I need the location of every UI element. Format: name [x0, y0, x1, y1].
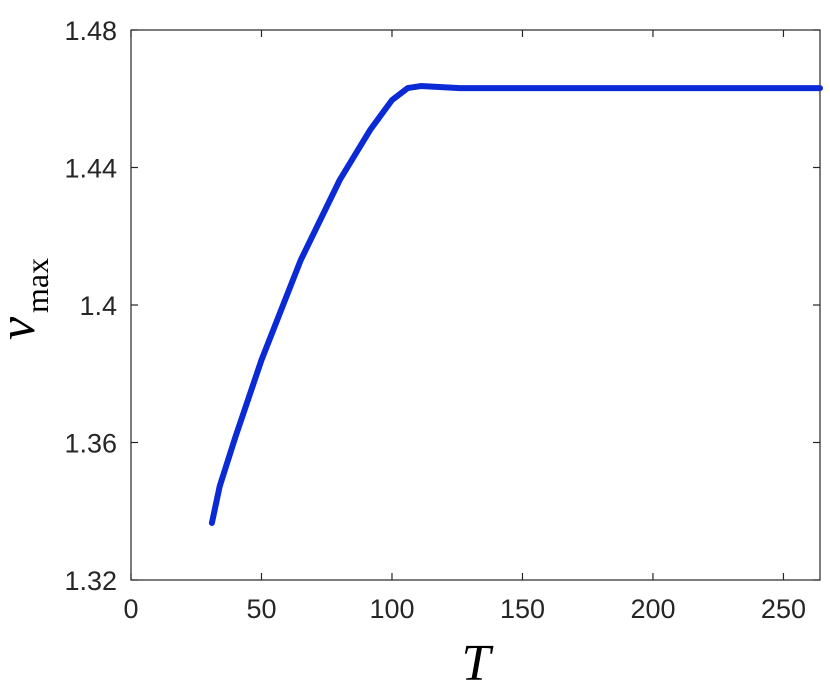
x-tick-label: 200 — [630, 594, 675, 624]
y-axis-label-sub: max — [19, 258, 55, 313]
y-axis-label: v max — [0, 258, 55, 340]
y-tick-label: 1.44 — [64, 154, 117, 184]
x-tick-label: 100 — [369, 594, 414, 624]
y-tick-label: 1.48 — [64, 16, 117, 46]
x-axis-label: T — [462, 635, 494, 689]
y-tick-label: 1.4 — [79, 291, 117, 321]
x-tick-label: 150 — [500, 594, 545, 624]
data-line — [208, 83, 823, 526]
plot-frame — [130, 29, 821, 581]
x-tick-label: 50 — [246, 594, 276, 624]
y-tick-label: 1.32 — [64, 566, 117, 596]
x-tick-label: 0 — [123, 594, 138, 624]
y-axis-label-main: v — [0, 316, 46, 340]
x-tick-label: 250 — [761, 594, 806, 624]
y-tick-label: 1.36 — [64, 429, 117, 459]
